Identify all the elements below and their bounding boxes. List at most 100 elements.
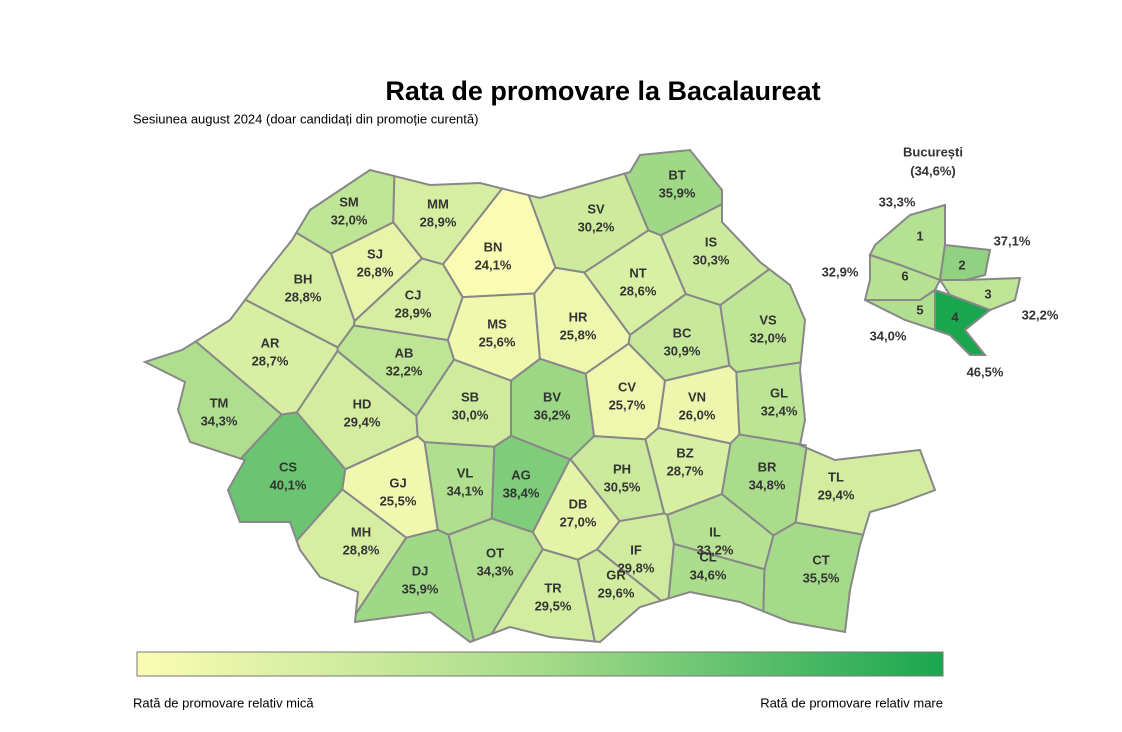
county-value: 34,3% <box>477 563 514 578</box>
county-value: 28,8% <box>343 542 380 557</box>
county-value: 25,5% <box>380 493 417 508</box>
sector-number: 1 <box>916 228 923 243</box>
county-value: 29,8% <box>618 560 655 575</box>
county <box>794 446 937 536</box>
county-code: CJ <box>405 287 422 302</box>
sector <box>938 243 992 281</box>
county-code: BR <box>758 459 777 474</box>
county-value: 29,5% <box>535 598 572 613</box>
county-value: 28,6% <box>620 283 657 298</box>
sector-value: 32,2% <box>1022 307 1059 322</box>
county <box>295 488 408 615</box>
sector-number: 5 <box>916 302 923 317</box>
county-value: 25,8% <box>560 327 597 342</box>
county-code: MS <box>487 316 507 331</box>
county-value: 26,0% <box>679 407 716 422</box>
county-code: PH <box>613 461 631 476</box>
county <box>353 528 476 644</box>
sector-number: 4 <box>951 309 959 324</box>
county-code: GR <box>606 567 626 582</box>
county-code: BN <box>484 239 503 254</box>
county-code: CS <box>279 459 297 474</box>
county-value: 28,7% <box>667 463 704 478</box>
county-value: 32,2% <box>386 363 423 378</box>
sector <box>934 288 992 356</box>
title: Rata de promovare la Bacalaureat <box>385 76 820 106</box>
county-value: 35,5% <box>803 570 840 585</box>
county-value: 34,1% <box>447 483 484 498</box>
county-code: NT <box>629 265 646 280</box>
county-code: AB <box>395 345 414 360</box>
county-code: CV <box>618 379 636 394</box>
county-value: 29,4% <box>818 487 855 502</box>
county-code: VN <box>688 389 706 404</box>
county-code: OT <box>486 545 504 560</box>
county-code: SM <box>339 194 359 209</box>
county-code: AG <box>511 467 531 482</box>
county-value: 30,0% <box>452 407 489 422</box>
sector-number: 6 <box>901 268 908 283</box>
county-value: 34,6% <box>690 567 727 582</box>
county-value: 30,5% <box>604 479 641 494</box>
legend-high: Rată de promovare relativ mare <box>760 695 943 710</box>
county-code: BZ <box>676 445 693 460</box>
county-code: BV <box>543 389 561 404</box>
county-code: BT <box>668 167 685 182</box>
county-code: BH <box>294 271 313 286</box>
county-value: 28,8% <box>285 289 322 304</box>
county-code: CT <box>812 552 829 567</box>
county-code: AR <box>261 335 280 350</box>
county-value: 28,9% <box>395 305 432 320</box>
county-code: CL <box>699 549 716 564</box>
county-value: 27,0% <box>560 514 597 529</box>
county-value: 30,3% <box>693 252 730 267</box>
legend-bar <box>136 651 944 677</box>
county-value: 29,6% <box>598 585 635 600</box>
county <box>762 521 865 634</box>
county-code: MM <box>427 196 449 211</box>
county-value: 32,0% <box>750 330 787 345</box>
county-code: MH <box>351 524 371 539</box>
county-code: SB <box>461 389 479 404</box>
bucharest-title: București <box>903 144 963 159</box>
county-code: DB <box>569 496 588 511</box>
county-value: 35,9% <box>402 581 439 596</box>
county-code: TR <box>544 580 562 595</box>
county-value: 24,1% <box>475 257 512 272</box>
sector-value: 34,0% <box>870 328 907 343</box>
county-value: 32,0% <box>331 212 368 227</box>
county-value: 36,2% <box>534 407 571 422</box>
county-code: VS <box>759 312 777 327</box>
subtitle: Sesiunea august 2024 (doar candidați din… <box>133 111 478 126</box>
county-value: 38,4% <box>503 485 540 500</box>
county-code: VL <box>457 465 474 480</box>
county-code: GL <box>770 385 788 400</box>
county-code: DJ <box>412 563 429 578</box>
county-code: SJ <box>367 246 383 261</box>
county-code: GJ <box>389 475 406 490</box>
county-value: 25,6% <box>479 334 516 349</box>
county-value: 34,3% <box>201 413 238 428</box>
sector-value: 32,9% <box>822 264 859 279</box>
county-value: 34,8% <box>749 477 786 492</box>
bucharest-overall: (34,6%) <box>910 163 956 178</box>
sector-number: 2 <box>958 257 965 272</box>
sector-number: 3 <box>984 286 991 301</box>
county-value: 40,1% <box>270 477 307 492</box>
county-value: 28,9% <box>420 214 457 229</box>
county-value: 35,9% <box>659 185 696 200</box>
county-value: 30,2% <box>578 219 615 234</box>
county <box>735 361 807 447</box>
county-code: IS <box>705 234 718 249</box>
county-code: IF <box>630 542 642 557</box>
county-code: HR <box>569 309 588 324</box>
county-value: 25,7% <box>609 397 646 412</box>
county-code: IL <box>709 524 721 539</box>
county-code: HD <box>353 396 372 411</box>
sector-value: 46,5% <box>967 364 1004 379</box>
county <box>142 340 284 460</box>
county-value: 26,8% <box>357 264 394 279</box>
county-value: 32,4% <box>761 403 798 418</box>
county-code: BC <box>673 325 692 340</box>
county-value: 28,7% <box>252 353 289 368</box>
